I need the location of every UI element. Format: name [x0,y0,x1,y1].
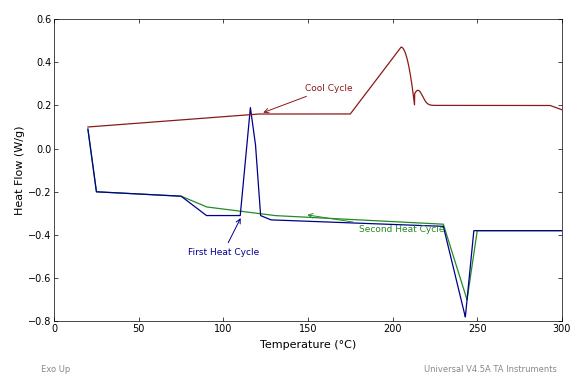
X-axis label: Temperature (°C): Temperature (°C) [260,340,356,350]
Text: Exo Up: Exo Up [41,365,70,374]
Text: Universal V4.5A TA Instruments: Universal V4.5A TA Instruments [424,365,557,374]
Text: Second Heat Cycle: Second Heat Cycle [308,214,444,234]
Text: Cool Cycle: Cool Cycle [264,83,352,113]
Text: First Heat Cycle: First Heat Cycle [188,219,259,257]
Y-axis label: Heat Flow (W/g): Heat Flow (W/g) [15,126,25,215]
